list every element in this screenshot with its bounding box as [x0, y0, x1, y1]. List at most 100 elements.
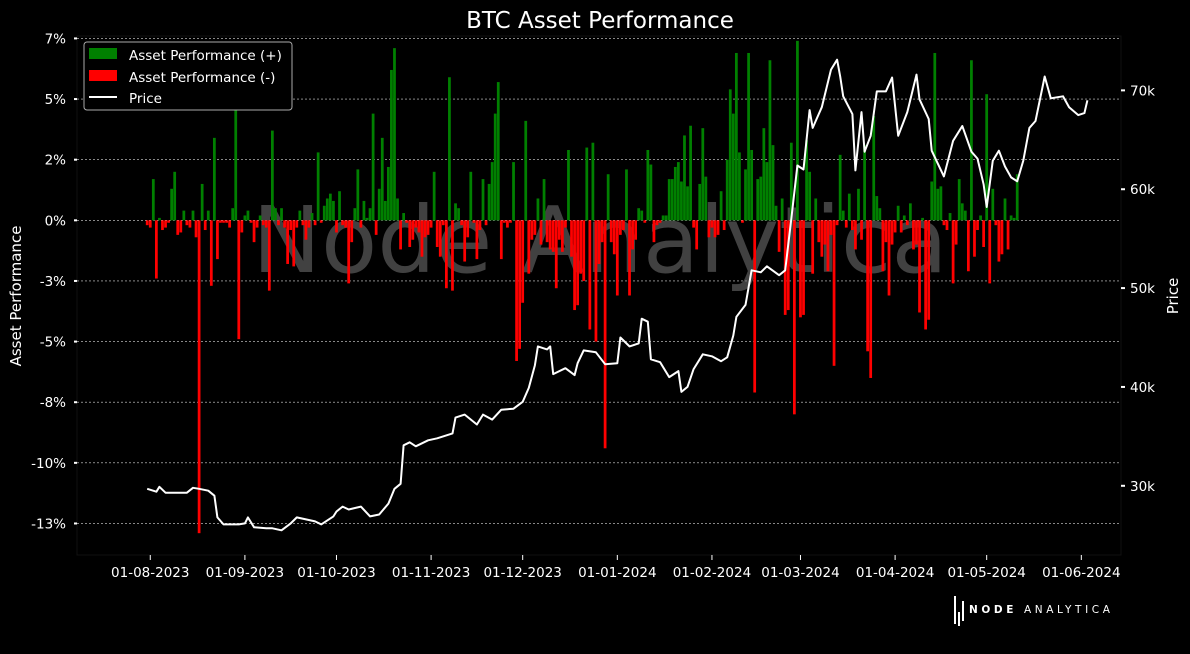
right-tick-label: 40k — [1130, 380, 1155, 396]
bar-positive — [780, 198, 784, 221]
bar-negative — [441, 220, 445, 226]
bar-positive — [796, 40, 799, 221]
left-axis-ticks: 7% 5% 2% 0% -3% -5% -8% -10% -13% — [31, 31, 77, 532]
bar-negative — [615, 220, 619, 296]
x-tick-label: 01-08-2023 — [111, 565, 189, 581]
bar-positive — [524, 120, 528, 221]
bar-negative — [832, 220, 836, 366]
bar-positive — [805, 140, 808, 221]
bar-negative — [502, 220, 506, 223]
bar-positive — [933, 52, 937, 221]
bar-negative — [341, 220, 344, 226]
bar-positive — [774, 205, 778, 221]
bar-negative — [994, 220, 998, 226]
left-tick-label: 0% — [45, 213, 67, 229]
bar-positive — [191, 210, 195, 221]
brand-text: NODE ANALYTICA — [969, 604, 1113, 616]
bar-negative — [466, 220, 470, 238]
bar-negative — [560, 220, 564, 252]
x-tick-label: 01-01-2024 — [578, 565, 656, 581]
bar-negative — [194, 220, 198, 238]
bar-negative — [426, 220, 430, 235]
bar-positive — [212, 137, 216, 221]
bar-negative — [823, 220, 827, 245]
bar-positive — [701, 128, 705, 221]
bar-negative — [786, 220, 790, 311]
bar-positive — [640, 210, 644, 221]
bar-negative — [826, 220, 830, 272]
bar-negative — [252, 220, 256, 243]
bar-positive — [170, 188, 174, 221]
bar-positive — [1003, 198, 1007, 221]
bar-negative — [347, 220, 351, 284]
bar-positive — [963, 210, 967, 221]
bar-positive — [689, 125, 692, 221]
bar-negative — [966, 220, 970, 272]
bar-positive — [402, 213, 406, 221]
bar-negative — [414, 220, 418, 228]
bar-positive — [744, 169, 747, 221]
legend-swatch-positive — [89, 48, 117, 59]
bar-negative — [289, 220, 293, 231]
x-tick-label: 01-06-2024 — [1042, 565, 1120, 581]
bar-positive — [325, 198, 329, 221]
bar-positive — [970, 60, 973, 221]
bar-negative — [905, 220, 909, 226]
bar-negative — [802, 220, 805, 315]
bar-positive — [985, 94, 989, 221]
bar-positive — [625, 169, 628, 221]
bar-positive — [469, 171, 473, 221]
bar-positive — [448, 77, 451, 221]
bar-negative — [545, 220, 549, 243]
bar-negative — [460, 220, 464, 226]
bar-negative — [551, 220, 555, 252]
legend-label-negative: Asset Performance (-) — [129, 70, 275, 86]
bar-negative — [451, 220, 454, 291]
bar-negative — [249, 220, 253, 223]
bar-positive — [487, 183, 491, 221]
bar-negative — [612, 220, 616, 255]
left-axis-label: Asset Performance — [7, 226, 25, 367]
bar-negative — [557, 220, 561, 240]
bar-negative — [811, 220, 815, 274]
chart-title: BTC Asset Performance — [466, 8, 734, 34]
right-tick-label: 60k — [1130, 182, 1155, 198]
bar-negative — [209, 220, 213, 286]
bar-negative — [145, 220, 149, 226]
bar-positive — [457, 208, 460, 221]
bar-positive — [368, 208, 372, 221]
bar-negative — [695, 220, 699, 250]
bar-positive — [875, 196, 879, 221]
bar-positive — [771, 145, 775, 221]
bar-positive — [231, 208, 235, 221]
bar-positive — [1015, 174, 1019, 221]
bar-positive — [490, 162, 494, 221]
x-tick-label: 01-12-2023 — [483, 565, 561, 581]
bar-positive — [698, 183, 702, 221]
bar-positive — [704, 176, 708, 221]
bar-positive — [353, 208, 357, 221]
bar-positive — [200, 183, 204, 221]
bar-negative — [444, 220, 448, 289]
bar-negative — [527, 220, 531, 274]
bar-negative — [1000, 220, 1004, 255]
bar-positive — [762, 128, 766, 221]
x-tick-label: 01-03-2024 — [761, 565, 839, 581]
bar-negative — [622, 220, 625, 231]
bar-negative — [600, 220, 604, 243]
bar-positive — [686, 186, 689, 221]
bar-negative — [634, 220, 638, 240]
bar-positive — [246, 210, 250, 221]
bar-negative — [844, 220, 848, 228]
right-tick-label: 50k — [1130, 281, 1155, 297]
bar-positive — [338, 191, 341, 221]
bar-positive — [158, 217, 161, 221]
bar-positive — [649, 164, 653, 221]
bar-negative — [405, 220, 409, 223]
bar-negative — [277, 220, 280, 226]
bar-positive — [683, 135, 686, 221]
bar-negative — [924, 220, 928, 330]
bar-positive — [808, 171, 812, 221]
bar-negative — [530, 220, 534, 240]
